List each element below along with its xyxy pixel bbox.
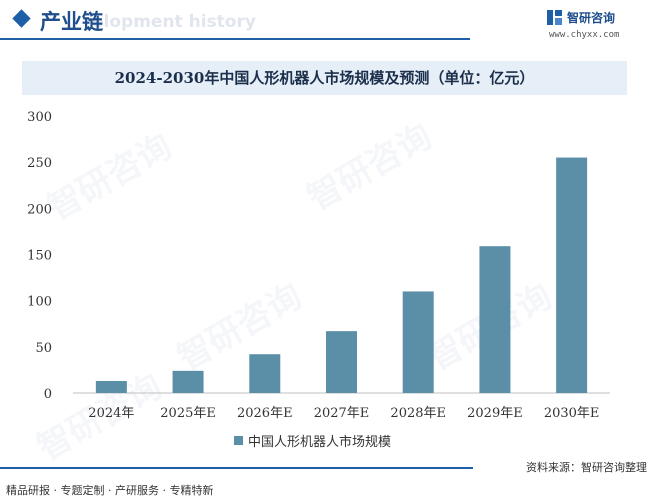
- header: elopment history 产业链 智研咨询 www.chyxx.com: [0, 0, 653, 44]
- bar: [402, 291, 434, 393]
- chart-title-band: 2024-2030年中国人形机器人市场规模及预测（单位：亿元）: [22, 61, 627, 95]
- brand-url: www.chyxx.com: [549, 30, 620, 40]
- bar: [172, 370, 204, 393]
- x-tick-label: 2028年E: [390, 406, 446, 421]
- brand-logo: 智研咨询 www.chyxx.com: [547, 8, 637, 42]
- bar: [95, 380, 127, 393]
- chart-title: 2024-2030年中国人形机器人市场规模及预测（单位：亿元）: [114, 69, 535, 87]
- x-tick-label: 2025年E: [160, 406, 216, 421]
- bar: [249, 354, 281, 393]
- y-tick-label: 250: [27, 156, 52, 171]
- legend-swatch: [234, 436, 243, 445]
- tagline: 精品研报 · 专题定制 · 产研服务 · 专精特新: [6, 484, 214, 497]
- brand-logo-icon: [547, 10, 562, 25]
- y-tick-label: 150: [27, 249, 52, 264]
- bar: [556, 157, 588, 393]
- x-tick-label: 2029年E: [467, 406, 523, 421]
- source-note: 资料来源：智研咨询整理: [526, 461, 647, 474]
- bar: [326, 331, 357, 393]
- header-rule: [0, 38, 470, 40]
- x-tick-label: 2026年E: [237, 406, 293, 421]
- y-tick-label: 100: [27, 295, 52, 310]
- y-tick-label: 50: [35, 341, 52, 356]
- brand-name: 智研咨询: [567, 11, 616, 25]
- section-ghost-text: elopment history: [92, 12, 256, 32]
- x-tick-label: 2027年E: [314, 406, 370, 421]
- legend-label: 中国人形机器人市场规模: [248, 434, 391, 450]
- y-tick-label: 200: [27, 202, 52, 217]
- y-tick-label: 300: [27, 110, 52, 125]
- footer-rule: [0, 467, 473, 469]
- bar: [479, 246, 511, 393]
- y-tick-label: 0: [44, 387, 52, 402]
- x-tick-label: 2030年E: [544, 406, 600, 421]
- section-title: 产业链: [40, 10, 103, 34]
- x-tick-label: 2024年: [88, 406, 134, 421]
